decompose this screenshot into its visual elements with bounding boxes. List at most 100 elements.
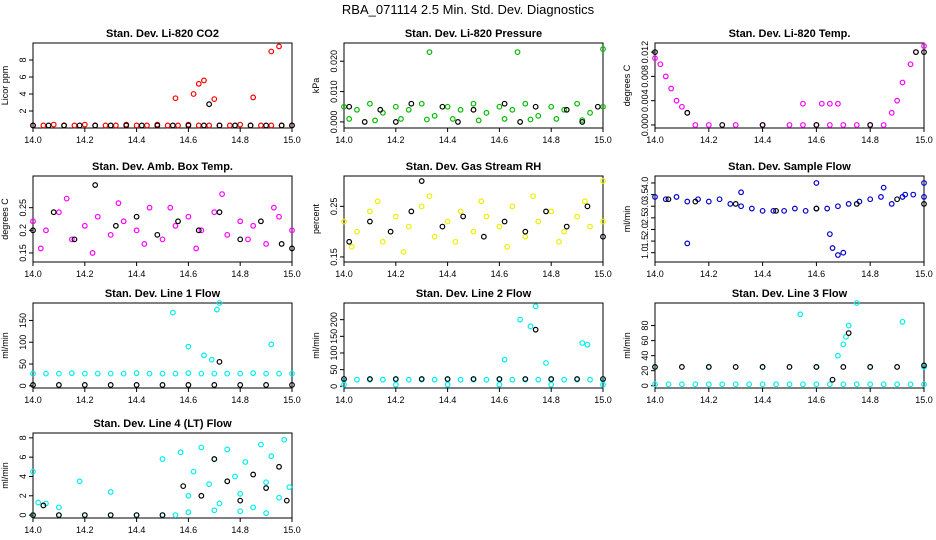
- y-axis-label: Licor ppm: [0, 66, 10, 106]
- plot-frame: [654, 302, 925, 389]
- data-point-primary: [177, 449, 184, 456]
- data-point-secondary: [652, 364, 658, 370]
- data-point-secondary: [532, 103, 539, 110]
- data-point-secondary: [408, 100, 415, 107]
- data-point-secondary: [692, 198, 699, 205]
- y-axis-label: kPa: [311, 78, 321, 94]
- data-point-primary: [853, 300, 860, 306]
- chart-title: Stan. Dev. Line 3 Flow: [732, 288, 848, 300]
- data-point-primary: [800, 381, 806, 388]
- data-point-primary: [211, 507, 218, 514]
- data-point-primary: [835, 352, 841, 359]
- y-tick-label: 0.004: [640, 89, 650, 112]
- y-axis-label: ml/min: [0, 462, 10, 489]
- data-point-primary: [574, 100, 580, 107]
- plot-frame: [32, 175, 293, 263]
- data-point-primary: [400, 248, 407, 255]
- data-point-secondary: [40, 502, 47, 509]
- data-point-secondary: [30, 122, 36, 129]
- y-tick-label: 1.5: [640, 235, 650, 248]
- x-tick-label: 14.2: [700, 135, 718, 145]
- data-point-primary: [198, 444, 205, 451]
- data-point-primary: [853, 381, 860, 388]
- data-point-primary: [263, 240, 270, 247]
- data-point-secondary: [574, 376, 580, 382]
- data-point-primary: [268, 48, 275, 55]
- data-point-primary: [902, 191, 909, 198]
- data-point-primary: [662, 73, 669, 80]
- data-point-secondary: [367, 376, 373, 382]
- data-point-secondary: [289, 382, 295, 388]
- data-point-primary: [509, 203, 516, 210]
- data-point-secondary: [517, 119, 524, 125]
- data-point-primary: [738, 203, 744, 210]
- data-point-primary: [169, 309, 176, 316]
- data-point-secondary: [921, 49, 927, 56]
- data-point-primary: [843, 333, 849, 340]
- chart-title: Stan. Dev. Li-820 Pressure: [405, 28, 542, 40]
- data-point-primary: [237, 121, 244, 128]
- data-point-secondary: [480, 233, 487, 240]
- chart-title: Stan. Dev. Amb. Box Temp.: [92, 161, 233, 173]
- data-point-primary: [159, 236, 166, 243]
- data-point-primary: [208, 356, 215, 363]
- panel-6: Stan. Dev. Sample Flow ml/min 14.0 14.2 14.4…: [622, 161, 933, 279]
- data-point-primary: [263, 510, 270, 517]
- data-point-secondary: [705, 364, 712, 370]
- data-point-primary: [418, 100, 425, 107]
- data-point-primary: [574, 213, 580, 220]
- y-tick-label: 1.0: [640, 246, 650, 259]
- data-point-primary: [773, 381, 779, 388]
- data-point-primary: [63, 195, 70, 202]
- data-point-primary: [727, 200, 734, 207]
- data-point-primary: [120, 370, 127, 377]
- data-point-primary: [379, 238, 386, 245]
- y-tick-label: 0.020: [329, 50, 339, 73]
- data-point-primary: [770, 207, 777, 214]
- x-tick-label: 14.8: [231, 135, 249, 145]
- data-point-secondary: [600, 233, 606, 240]
- data-point-primary: [195, 80, 202, 87]
- data-point-primary: [146, 370, 153, 377]
- data-point-primary: [921, 381, 927, 388]
- data-point-primary: [81, 121, 88, 128]
- data-point-primary: [211, 370, 218, 377]
- data-point-primary: [600, 178, 606, 184]
- data-point-secondary: [154, 122, 161, 129]
- data-point-primary: [175, 122, 181, 129]
- data-point-primary: [587, 109, 593, 116]
- data-point-secondary: [289, 122, 295, 129]
- y-tick-label: 2: [18, 493, 28, 498]
- data-point-primary: [535, 112, 542, 119]
- data-point-primary: [584, 341, 591, 348]
- data-point-primary: [346, 115, 353, 122]
- data-point-secondary: [201, 122, 207, 129]
- data-point-primary: [657, 61, 664, 68]
- data-point-primary: [81, 370, 88, 377]
- panel-1: Stan. Dev. Li-820 CO2 Licor ppm 14.0 14.2 14…: [0, 28, 301, 145]
- x-tick-label: 14.2: [387, 135, 405, 145]
- y-tick-label: 4: [18, 474, 28, 479]
- x-tick-label: 14.0: [24, 525, 42, 535]
- data-point-primary: [894, 97, 900, 104]
- data-point-primary: [159, 456, 166, 462]
- data-point-primary: [444, 218, 451, 225]
- data-point-primary: [76, 478, 83, 485]
- data-point-primary: [237, 218, 244, 225]
- data-point-secondary: [600, 376, 606, 382]
- data-point-secondary: [829, 376, 836, 383]
- y-tick-label: 0.25: [18, 199, 28, 217]
- chart-title: Stan. Dev. Line 2 Flow: [416, 288, 532, 300]
- data-point-primary: [457, 106, 464, 113]
- y-tick-label: 0.012: [640, 41, 650, 64]
- y-tick-label: 4: [18, 91, 28, 96]
- x-tick-label: 14.4: [128, 269, 146, 279]
- data-point-primary: [206, 122, 213, 129]
- data-point-primary: [226, 122, 233, 129]
- data-point-primary: [237, 370, 244, 377]
- data-point-primary: [802, 207, 809, 214]
- data-point-secondary: [112, 222, 119, 229]
- data-point-secondary: [563, 223, 570, 230]
- data-point-secondary: [169, 122, 176, 129]
